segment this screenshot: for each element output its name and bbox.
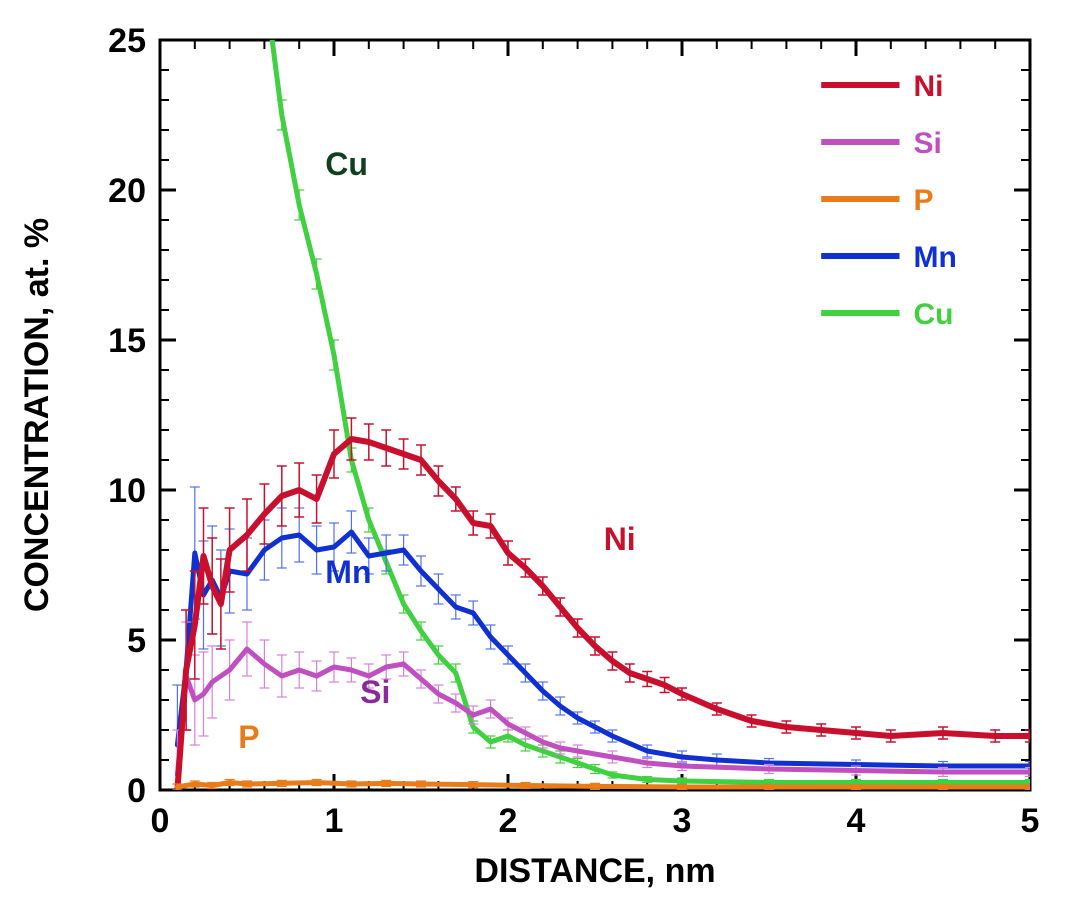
x-tick-label: 1 bbox=[325, 802, 344, 840]
y-tick-label: 15 bbox=[108, 322, 146, 360]
x-tick-label: 3 bbox=[673, 802, 692, 840]
x-tick-label: 0 bbox=[151, 802, 170, 840]
x-tick-label: 2 bbox=[499, 802, 518, 840]
x-axis-label: DISTANCE, nm bbox=[474, 852, 715, 890]
legend-label-si: Si bbox=[914, 127, 942, 160]
inline-label-cu: Cu bbox=[325, 146, 368, 182]
chart-container: 0 1 2 3 4 5 DISTANCE, nm 0 5 10 15 20 25 CONCENTRATIO… bbox=[0, 0, 1086, 911]
legend-label-mn: Mn bbox=[914, 241, 957, 274]
y-tick-label: 10 bbox=[108, 472, 146, 510]
legend-label-p: P bbox=[914, 184, 934, 217]
inline-label-mn: Mn bbox=[325, 554, 371, 590]
y-axis-label: CONCENTRATION, at. % bbox=[18, 218, 56, 612]
concentration-distance-chart: 0 1 2 3 4 5 DISTANCE, nm 0 5 10 15 20 25 CONCENTRATIO… bbox=[0, 0, 1086, 911]
y-tick-label: 25 bbox=[108, 22, 146, 60]
legend-label-cu: Cu bbox=[914, 298, 954, 331]
inline-label-si: Si bbox=[360, 674, 390, 710]
x-tick-label: 4 bbox=[847, 802, 866, 840]
y-tick-label: 20 bbox=[108, 172, 146, 210]
inline-label-ni: Ni bbox=[604, 521, 636, 557]
inline-label-p: P bbox=[238, 719, 259, 755]
y-tick-label: 0 bbox=[127, 772, 146, 810]
y-tick-label: 5 bbox=[127, 622, 146, 660]
x-tick-label: 5 bbox=[1021, 802, 1040, 840]
legend-label-ni: Ni bbox=[914, 70, 944, 103]
